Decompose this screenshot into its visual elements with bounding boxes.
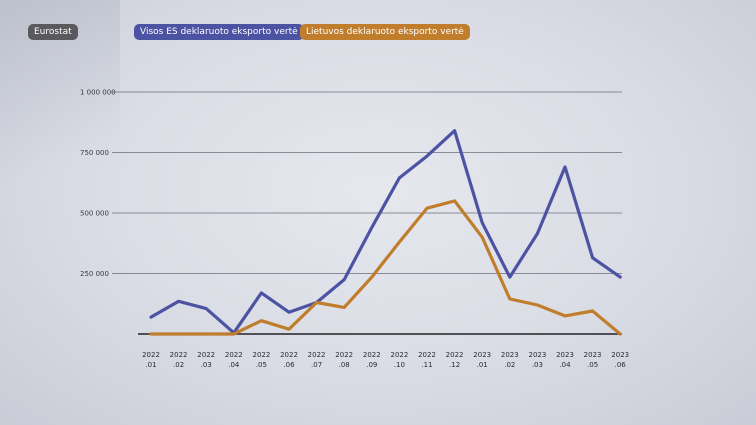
x-tick-label: 2023.01	[473, 351, 491, 369]
x-tick-label: 2022.06	[280, 351, 298, 369]
x-tick-label: 2022.09	[363, 351, 381, 369]
x-tick-label: 2022.01	[142, 351, 160, 369]
legend-series-lt: Lietuvos deklaruoto eksporto vertė	[300, 24, 470, 40]
x-tick-label: 2023.03	[528, 351, 546, 369]
x-tick-label: 2022.10	[390, 351, 408, 369]
x-tick-label: 2022.03	[197, 351, 215, 369]
x-tick-label: 2022.11	[418, 351, 436, 369]
series-line-eu	[149, 129, 622, 335]
x-tick-label: 2022.12	[446, 351, 464, 369]
x-tick-label: 2022.08	[335, 351, 353, 369]
source-label: Eurostat	[28, 24, 78, 40]
x-tick-label: 2023.04	[556, 351, 574, 369]
x-tick-label: 2022.02	[170, 351, 188, 369]
y-tick-label: 250 000	[80, 270, 109, 278]
x-tick-label: 2023.06	[611, 351, 629, 369]
series-line-lt	[149, 199, 622, 336]
x-tick-label: 2022.07	[308, 351, 326, 369]
x-tick-label: 2023.05	[584, 351, 602, 369]
x-tick-label: 2022.05	[252, 351, 270, 369]
x-tick-label: 2022.04	[225, 351, 243, 369]
x-tick-label: 2023.02	[501, 351, 519, 369]
y-tick-label: 1 000 000	[80, 89, 116, 97]
y-tick-label: 500 000	[80, 210, 109, 218]
legend-series-eu: Visos ES deklaruoto eksporto vertė	[134, 24, 304, 40]
y-tick-label: 750 000	[80, 149, 109, 157]
